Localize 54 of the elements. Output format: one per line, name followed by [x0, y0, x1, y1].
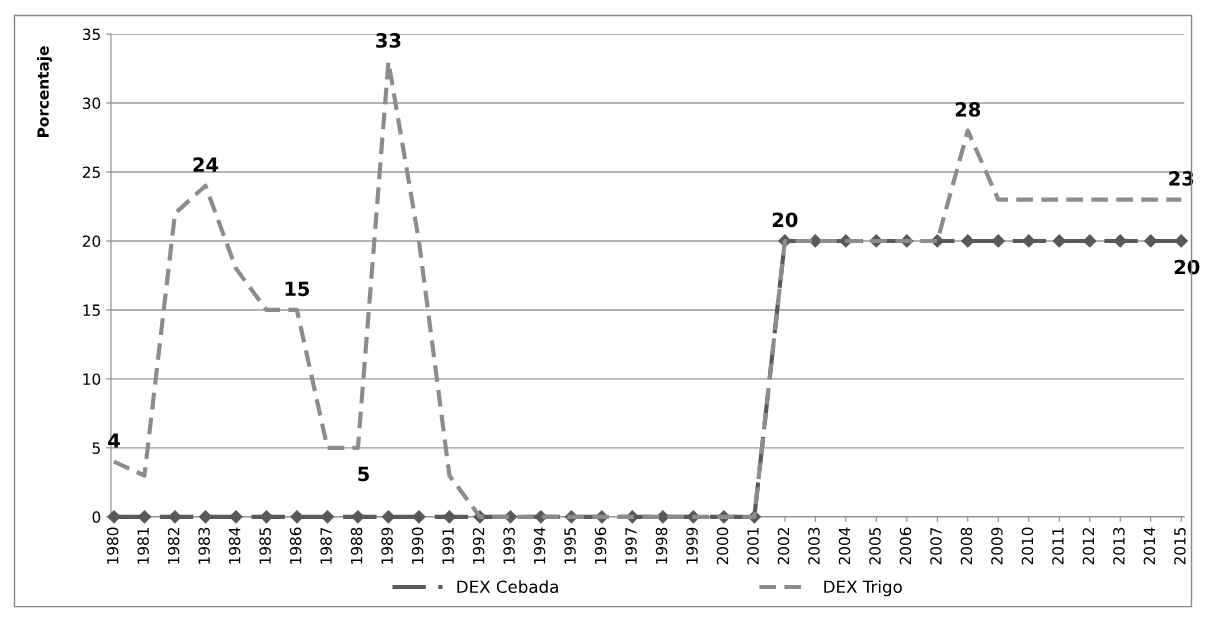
y-tick-label: 0 — [92, 511, 101, 523]
y-tick-label: 5 — [92, 442, 100, 454]
y-tick-label: 25 — [82, 166, 100, 179]
x-tick-label: 1980 — [106, 527, 119, 564]
data-label: 28 — [955, 102, 981, 117]
x-tick-label: 2014 — [1143, 527, 1156, 565]
x-tick-label: 2001 — [747, 528, 759, 565]
data-label: 33 — [376, 33, 401, 48]
x-tick-label: 2013 — [1113, 527, 1125, 565]
x-tick-label: 2010 — [1021, 527, 1034, 565]
x-tick-label: 1986 — [289, 527, 302, 564]
y-tick-label: 15 — [83, 304, 100, 316]
data-label: 24 — [193, 157, 219, 172]
x-tick-label: 2005 — [869, 527, 881, 565]
x-tick-label: 2003 — [808, 527, 820, 565]
data-label: 15 — [285, 281, 310, 297]
x-tick-label: 1987 — [320, 527, 332, 564]
x-tick-label: 1989 — [381, 527, 393, 564]
x-tick-label: 2004 — [838, 527, 851, 565]
x-tick-label: 2012 — [1082, 528, 1095, 565]
data-label: 4 — [108, 433, 120, 448]
x-tick-label: 1995 — [564, 527, 576, 564]
x-tick-label: 2015 — [1174, 527, 1186, 565]
x-tick-label: 1984 — [228, 527, 241, 564]
y-axis-title: Porcentaje — [37, 46, 52, 137]
x-tick-label: 1981 — [137, 528, 149, 564]
y-tick-label: 20 — [82, 235, 101, 247]
data-label: 20 — [772, 212, 798, 228]
x-tick-label: 1994 — [533, 527, 546, 564]
x-tick-label: 1996 — [594, 527, 607, 564]
x-tick-label: 1982 — [167, 528, 180, 564]
x-tick-label: 1983 — [198, 527, 210, 564]
y-tick-label: 10 — [83, 373, 101, 385]
x-tick-label: 1991 — [442, 528, 454, 564]
x-tick-label: 2002 — [777, 528, 790, 565]
x-tick-label: 1990 — [411, 527, 424, 564]
x-tick-label: 1988 — [350, 527, 363, 564]
y-tick-label: 30 — [82, 97, 101, 110]
legend-label: DEX Cebada — [457, 580, 558, 594]
x-tick-label: 1999 — [686, 527, 698, 564]
x-tick-label: 2007 — [930, 527, 942, 565]
x-tick-label: 2006 — [899, 527, 912, 565]
x-tick-label: 1992 — [472, 528, 485, 564]
x-tick-label: 1993 — [503, 527, 515, 564]
x-tick-label: 2011 — [1052, 528, 1064, 565]
y-tick-label: 35 — [82, 28, 100, 41]
x-tick-label: 2000 — [716, 527, 729, 565]
x-tick-label: 1997 — [625, 527, 637, 564]
x-tick-label: 1998 — [655, 527, 668, 564]
legend-label: DEX Trigo — [824, 580, 902, 597]
data-label: 5 — [358, 466, 369, 482]
x-tick-label: 1985 — [259, 527, 271, 564]
x-tick-label: 2009 — [991, 527, 1003, 565]
x-tick-label: 2008 — [960, 527, 973, 565]
